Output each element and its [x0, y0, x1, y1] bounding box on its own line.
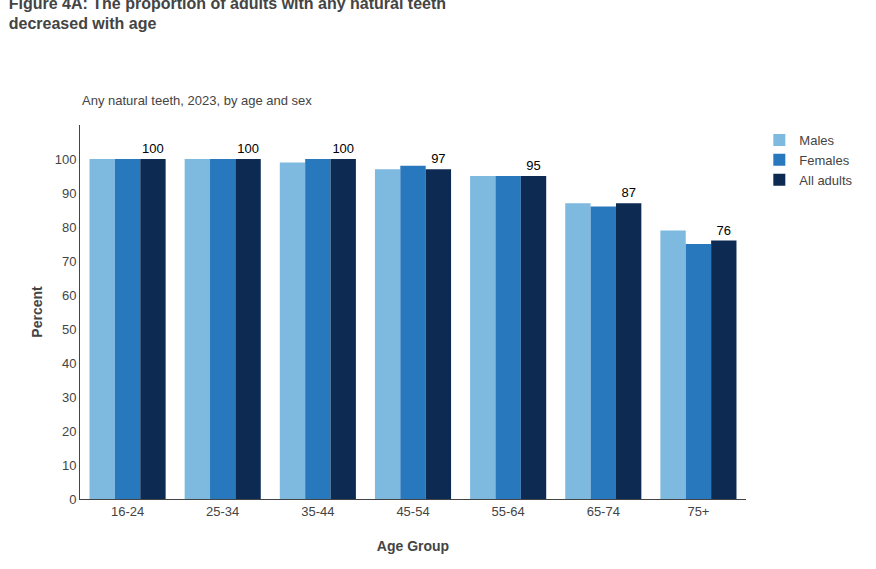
svg-text:40: 40 [62, 356, 76, 371]
svg-text:87: 87 [621, 185, 635, 200]
svg-text:10: 10 [62, 458, 76, 473]
svg-text:45-54: 45-54 [396, 504, 429, 519]
svg-text:80: 80 [62, 220, 76, 235]
svg-text:20: 20 [62, 424, 76, 439]
svg-text:97: 97 [431, 151, 445, 166]
svg-text:16-24: 16-24 [111, 504, 144, 519]
svg-text:0: 0 [69, 492, 76, 507]
svg-text:100: 100 [237, 141, 259, 156]
svg-text:Percent: Percent [29, 286, 45, 338]
svg-text:Males: Males [799, 133, 834, 148]
svg-text:Females: Females [799, 153, 849, 168]
svg-text:50: 50 [62, 322, 76, 337]
svg-text:55-64: 55-64 [492, 504, 525, 519]
svg-text:100: 100 [332, 141, 354, 156]
svg-text:Any natural teeth, 2023, by ag: Any natural teeth, 2023, by age and sex [82, 93, 312, 108]
svg-text:Figure 4A: The proportion of a: Figure 4A: The proportion of adults with… [9, 0, 446, 32]
svg-text:70: 70 [62, 254, 76, 269]
svg-text:100: 100 [55, 152, 77, 167]
svg-text:75+: 75+ [687, 504, 709, 519]
svg-text:30: 30 [62, 390, 76, 405]
svg-text:Age Group: Age Group [377, 538, 449, 554]
svg-text:95: 95 [526, 158, 540, 173]
svg-text:All adults: All adults [799, 173, 852, 188]
svg-text:76: 76 [717, 223, 731, 238]
svg-text:35-44: 35-44 [301, 504, 334, 519]
svg-text:65-74: 65-74 [587, 504, 620, 519]
svg-text:90: 90 [62, 186, 76, 201]
svg-text:60: 60 [62, 288, 76, 303]
svg-text:25-34: 25-34 [206, 504, 239, 519]
svg-text:100: 100 [142, 141, 164, 156]
